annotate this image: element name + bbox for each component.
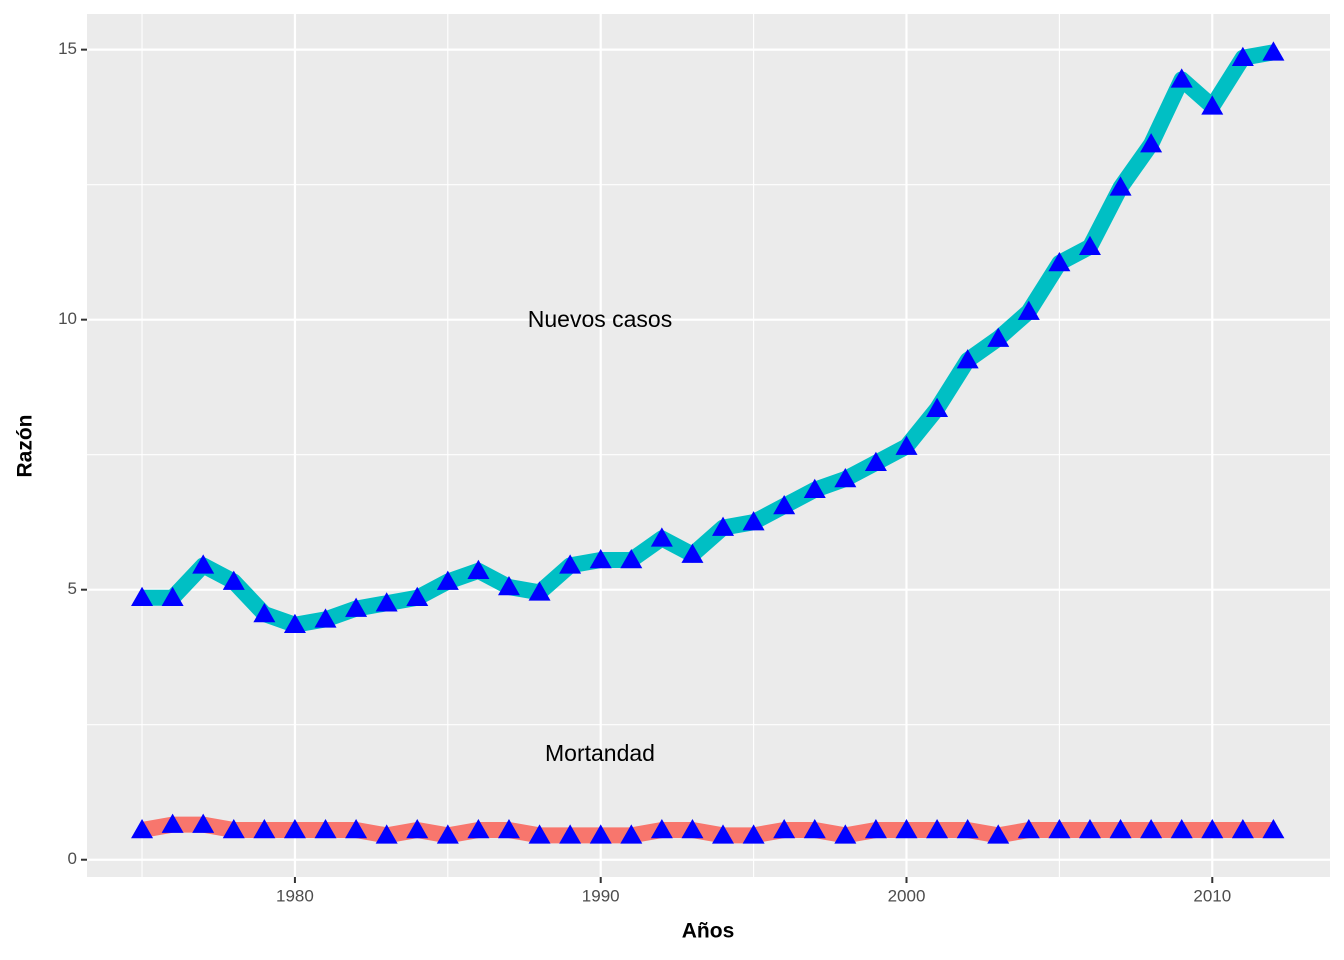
y-axis-title: Razón [14, 415, 37, 478]
point-marker [1262, 819, 1285, 839]
point-marker [161, 813, 184, 833]
series-line [140, 816, 1274, 844]
annotation: Mortandad [545, 740, 655, 766]
point-marker [650, 527, 673, 547]
point-marker [375, 592, 398, 612]
point-marker [589, 824, 612, 844]
point-marker [192, 554, 215, 574]
point-marker [926, 819, 949, 839]
point-marker [681, 819, 704, 839]
point-marker [559, 824, 582, 844]
point-marker [712, 824, 735, 844]
point-marker [803, 478, 826, 499]
point-marker [620, 548, 643, 569]
point-marker [1048, 251, 1071, 272]
point-marker [559, 554, 582, 574]
point-marker [773, 819, 796, 839]
point-marker [1201, 819, 1224, 839]
point-marker [253, 819, 276, 839]
point-marker [253, 602, 276, 623]
point-marker [497, 575, 520, 596]
point-marker [467, 559, 490, 580]
point-marker [589, 548, 612, 569]
point-marker [1262, 41, 1285, 61]
point-marker [467, 819, 490, 839]
point-marker [895, 819, 918, 839]
point-marker [742, 511, 765, 531]
point-marker [1140, 133, 1163, 153]
x-axis-title: Años [682, 920, 735, 943]
point-marker [131, 586, 154, 607]
point-marker [283, 613, 306, 634]
y-tick-label: 15 [58, 39, 77, 58]
point-marker [1017, 300, 1040, 320]
point-marker [864, 451, 887, 472]
point-marker [528, 824, 551, 844]
point-marker [864, 819, 887, 839]
point-marker [1048, 819, 1071, 839]
y-tick-label: 5 [68, 579, 77, 598]
point-marker [1078, 235, 1101, 256]
point-marker [436, 824, 459, 844]
x-tick-label: 2000 [888, 886, 926, 905]
point-marker [956, 819, 979, 839]
point-marker [712, 516, 735, 536]
point-marker [222, 819, 245, 839]
point-marker [1140, 819, 1163, 839]
point-marker [1109, 819, 1132, 839]
point-marker [834, 824, 857, 844]
point-marker [192, 813, 215, 833]
point-marker [528, 581, 551, 601]
point-marker [1231, 46, 1254, 66]
point-marker [926, 397, 949, 418]
point-marker [1109, 176, 1132, 196]
point-marker [314, 819, 337, 839]
point-marker [1201, 95, 1224, 115]
point-marker [314, 608, 337, 628]
y-tick-label: 0 [68, 849, 77, 868]
point-marker [345, 819, 368, 839]
point-marker [375, 824, 398, 844]
point-marker [987, 327, 1010, 347]
point-marker [1231, 819, 1254, 839]
y-tick-label: 10 [58, 309, 77, 328]
point-marker [161, 586, 184, 607]
point-marker [222, 570, 245, 590]
point-marker [834, 467, 857, 488]
point-marker [681, 543, 704, 563]
point-marker [436, 570, 459, 590]
point-marker [406, 586, 429, 607]
point-marker [1017, 819, 1040, 839]
point-marker [1078, 819, 1101, 839]
point-marker [283, 819, 306, 839]
x-tick-label: 1980 [276, 886, 314, 905]
point-marker [987, 824, 1010, 844]
annotation: Nuevos casos [528, 306, 672, 332]
point-marker [497, 819, 520, 839]
point-marker [406, 819, 429, 839]
point-marker [650, 819, 673, 839]
x-tick-label: 2010 [1193, 886, 1231, 905]
point-marker [956, 349, 979, 369]
point-marker [1170, 819, 1193, 839]
x-tick-label: 1990 [582, 886, 620, 905]
point-marker [620, 824, 643, 844]
point-marker [742, 824, 765, 844]
point-marker [803, 819, 826, 839]
point-marker [773, 494, 796, 515]
point-marker [895, 435, 918, 455]
point-marker [1170, 68, 1193, 88]
point-marker [345, 597, 368, 617]
point-marker [131, 819, 154, 839]
